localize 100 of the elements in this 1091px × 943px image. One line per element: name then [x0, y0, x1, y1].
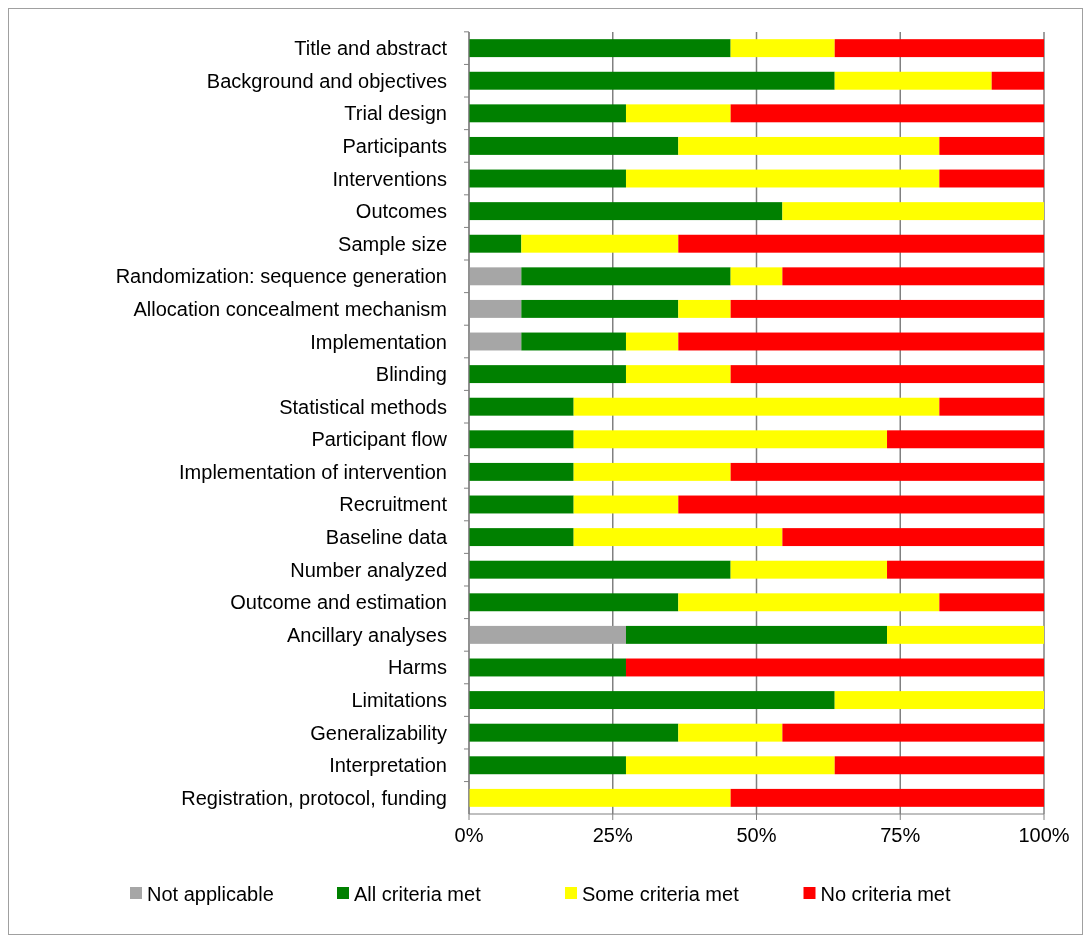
bar	[573, 430, 888, 449]
bar	[469, 39, 731, 58]
y-tick-label: Interpretation	[329, 754, 447, 777]
bar	[573, 462, 731, 481]
bar	[887, 430, 1044, 449]
bar	[469, 169, 626, 188]
bar	[625, 104, 731, 123]
bar	[730, 462, 1044, 481]
y-tick-label: Implementation of intervention	[179, 460, 447, 483]
bar	[678, 332, 1044, 351]
x-tick-label: 0%	[454, 824, 484, 846]
bar	[625, 332, 679, 351]
bar	[625, 625, 888, 644]
y-tick-label: Interventions	[332, 167, 447, 190]
bar	[469, 397, 574, 416]
y-tick-label: Registration, protocol, funding	[181, 786, 447, 809]
bar	[469, 136, 679, 155]
x-tick-label: 50%	[736, 824, 777, 846]
y-tick-label: Implementation	[310, 330, 447, 353]
legend-label: No criteria met	[820, 883, 951, 905]
y-tick-label: Sample size	[338, 232, 447, 255]
bar	[469, 267, 522, 286]
bar	[469, 299, 522, 318]
x-tick-label: 75%	[880, 824, 921, 846]
bar	[887, 625, 1044, 644]
y-tick-label: Ancillary analyses	[286, 623, 447, 646]
bar	[678, 495, 1044, 514]
bar	[469, 788, 731, 807]
y-tick-label: Blinding	[375, 363, 447, 386]
bar	[469, 723, 679, 742]
bar	[521, 234, 679, 253]
y-tick-label: Randomization: sequence generation	[115, 265, 447, 288]
y-tick-label: Participants	[342, 134, 447, 157]
legend-label: Some criteria met	[582, 883, 740, 905]
bar	[625, 658, 1044, 677]
bar	[834, 71, 992, 90]
bar	[834, 39, 1044, 58]
legend-label: Not applicable	[147, 883, 274, 905]
bar	[834, 691, 1044, 710]
x-tick-label: 25%	[592, 824, 633, 846]
y-tick-label: Participant flow	[311, 428, 448, 451]
y-tick-label: Outcomes	[355, 200, 447, 223]
y-tick-label: Limitations	[351, 689, 447, 712]
bar	[469, 691, 835, 710]
bar	[678, 299, 731, 318]
bar	[521, 299, 679, 318]
bar	[678, 234, 1044, 253]
bar	[730, 104, 1044, 123]
bar	[678, 593, 940, 612]
bar	[521, 332, 626, 351]
y-tick-label: Allocation concealment mechanism	[133, 297, 447, 320]
bar	[573, 528, 783, 547]
bar	[730, 560, 888, 579]
bar	[469, 495, 574, 514]
y-tick-label: Harms	[388, 656, 447, 679]
bar	[939, 397, 1044, 416]
bar	[469, 234, 522, 253]
bar	[521, 267, 731, 286]
bar	[939, 169, 1044, 188]
bar	[469, 202, 783, 221]
bar	[782, 528, 1044, 547]
bar	[469, 104, 626, 123]
bar	[469, 332, 522, 351]
bar	[625, 756, 835, 775]
bar	[625, 169, 940, 188]
bar	[678, 723, 783, 742]
bar	[469, 71, 835, 90]
y-tick-label: Number analyzed	[290, 558, 447, 581]
bar	[573, 397, 940, 416]
bar	[939, 593, 1044, 612]
bar	[991, 71, 1044, 90]
bar	[887, 560, 1044, 579]
legend-label: All criteria met	[354, 883, 482, 905]
bar	[730, 39, 835, 58]
bar	[782, 267, 1044, 286]
y-tick-label: Trial design	[344, 102, 447, 125]
bar	[782, 202, 1044, 221]
bar	[469, 560, 731, 579]
y-tick-label: Recruitment	[339, 493, 448, 516]
bar	[730, 267, 783, 286]
bar	[730, 365, 1044, 384]
y-tick-label: Title and abstract	[294, 37, 448, 60]
bar	[469, 430, 574, 449]
bar	[469, 528, 574, 547]
bar	[573, 495, 679, 514]
bar	[469, 462, 574, 481]
y-tick-label: Baseline data	[325, 526, 448, 549]
y-tick-label: Statistical methods	[279, 395, 447, 418]
bar	[469, 658, 626, 677]
bar	[469, 593, 679, 612]
bar	[469, 756, 626, 775]
bar	[730, 788, 1044, 807]
bar	[730, 299, 1044, 318]
bar	[678, 136, 940, 155]
bar	[939, 136, 1044, 155]
y-tick-label: Background and objectives	[206, 69, 447, 92]
bar	[625, 365, 731, 384]
bar	[834, 756, 1044, 775]
x-tick-label: 100%	[1018, 824, 1070, 846]
bar	[469, 365, 626, 384]
